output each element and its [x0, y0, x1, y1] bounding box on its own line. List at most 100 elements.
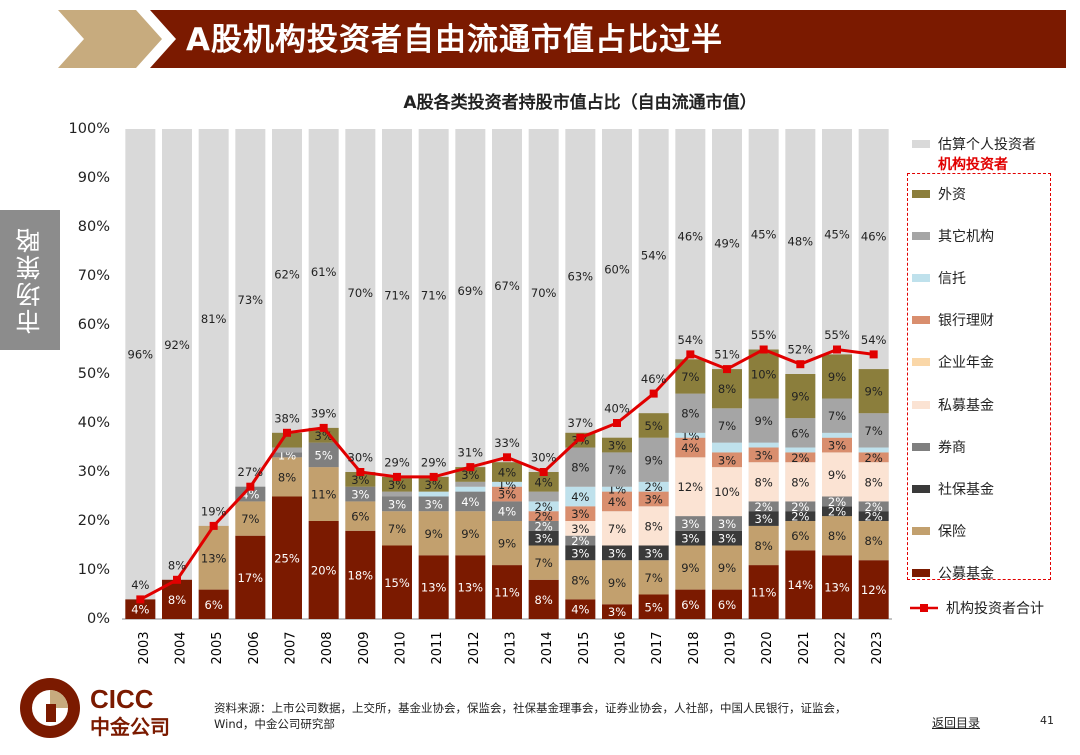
line-data-label: 30%: [531, 451, 557, 465]
bar-segment-baoxian: [858, 521, 889, 561]
bar-segment-shebao: [675, 530, 706, 546]
bar-segment-quanshang: [785, 501, 816, 512]
data-label-waizi: 9%: [865, 385, 883, 399]
bar-segment-waizi: [418, 476, 449, 492]
y-tick-label: 90%: [78, 170, 110, 186]
bar-segment-gongmu: [235, 535, 266, 619]
data-label-qita: 7%: [608, 463, 626, 477]
bar-segment-yinhang: [528, 511, 559, 521]
line-point: [759, 345, 768, 354]
y-tick-label: 80%: [78, 219, 110, 235]
y-tick-label: 50%: [78, 366, 110, 382]
data-label-quanshang: 2%: [865, 500, 883, 514]
bar-segment-gongmu: [748, 565, 779, 619]
data-label-gongmu: 4%: [571, 603, 589, 617]
bar-segment-quanshang: [675, 516, 706, 531]
bar-segment-xintuo: [418, 491, 449, 497]
line-data-label: 54%: [861, 333, 887, 347]
data-label-gongmu: 8%: [535, 593, 553, 607]
data-label-quanshang: 4%: [461, 495, 479, 509]
legend-swatch-xintuo: [912, 274, 930, 282]
line-data-label: 55%: [824, 328, 850, 342]
bar-segment-baoxian: [272, 457, 302, 497]
bar-segment-xintuo: [748, 442, 779, 448]
legend-label-yinhang: 银行理财: [938, 313, 994, 329]
line-point: [356, 468, 365, 476]
data-label-individual: 69%: [458, 284, 484, 298]
data-label-simu: 7%: [608, 522, 626, 536]
data-label-gongmu: 5%: [645, 600, 663, 614]
bar-segment-waizi: [492, 462, 522, 482]
bar-segment-qita: [382, 491, 412, 497]
bar-segment-quanshang: [418, 496, 449, 512]
data-label-baoxian: 6%: [351, 510, 369, 524]
line-point: [466, 463, 475, 472]
data-label-individual: 96%: [128, 347, 154, 361]
bar-segment-quanshang: [565, 535, 596, 546]
data-label-baoxian: 11%: [311, 488, 337, 502]
bar-segment-gongmu: [638, 594, 669, 619]
x-tick-label: 2013: [504, 631, 519, 664]
legend-item-quanshang: 券商: [912, 437, 966, 457]
line-point: [833, 345, 841, 354]
bar-segment-shebao: [712, 530, 742, 546]
bar-segment-quanshang: [345, 486, 376, 502]
bar-individual: [162, 129, 192, 619]
data-label-individual: 46%: [861, 230, 887, 244]
data-label-qita: 7%: [828, 409, 846, 423]
data-label-waizi: 9%: [791, 390, 809, 404]
logo-latin: CICC: [90, 684, 154, 714]
data-label-individual: 92%: [164, 338, 190, 352]
data-label-baoxian: 8%: [571, 573, 589, 587]
back-to-contents-link[interactable]: 返回目录: [932, 716, 981, 730]
data-label-shebao: 2%: [865, 510, 883, 524]
y-tick-label: 0%: [87, 611, 110, 627]
bar-segment-xintuo: [565, 486, 596, 507]
data-label-baoxian: 8%: [278, 470, 296, 484]
cicc-logo: CICC 中金公司: [20, 678, 170, 739]
bar-segment-qita: [455, 481, 486, 487]
data-label-individual: 49%: [714, 237, 740, 251]
bar-segment-simu: [712, 467, 742, 517]
bar-segment-qita: [272, 447, 302, 453]
bar-segment-baoxian: [455, 511, 486, 556]
line-point: [136, 595, 145, 604]
data-label-yinhang: 4%: [608, 495, 626, 509]
bar-segment-waizi: [748, 349, 779, 399]
legend-swatch-qita: [912, 232, 930, 240]
bar-segment-qita: [675, 393, 706, 433]
data-label-baoxian: 8%: [755, 539, 773, 553]
bar-individual: [125, 129, 156, 619]
bar-segment-yinhang: [712, 452, 742, 468]
bar-segment-xintuo: [638, 481, 669, 492]
bar-segment-xintuo: [822, 432, 852, 438]
line-data-label: 19%: [201, 504, 227, 518]
x-tick-label: 2014: [540, 631, 555, 664]
bar-segment-gongmu: [602, 604, 632, 619]
bar-segment-waizi: [638, 413, 669, 438]
line-point: [429, 472, 438, 481]
x-tick-label: 2020: [760, 631, 775, 664]
bar-segment-xintuo: [785, 447, 816, 453]
x-tick-label: 2008: [320, 631, 335, 664]
bar-segment-quanshang: [822, 496, 852, 507]
bar-segment-qita: [748, 398, 779, 443]
line-data-label: 40%: [604, 402, 630, 416]
legend-item-baoxian: 保险: [912, 521, 966, 541]
line-data-label: 4%: [131, 578, 149, 592]
banner-chevron: [58, 10, 162, 68]
line-data-label: 54%: [678, 333, 704, 347]
line-point: [319, 423, 328, 432]
legend-swatch-yinhang: [912, 316, 930, 324]
line-point: [576, 433, 585, 442]
bar-segment-baoxian: [345, 501, 376, 531]
bar-segment-quanshang: [858, 501, 889, 512]
bar-segment-quanshang: [748, 501, 779, 512]
data-label-individual: 45%: [824, 227, 850, 241]
line-data-label: 33%: [494, 436, 520, 450]
y-tick-label: 20%: [78, 513, 110, 529]
line-data-label: 8%: [168, 558, 186, 572]
x-tick-label: 2016: [614, 631, 629, 664]
x-tick-label: 2006: [247, 631, 262, 664]
legend-label-qiyenianjin: 企业年金: [938, 355, 994, 371]
